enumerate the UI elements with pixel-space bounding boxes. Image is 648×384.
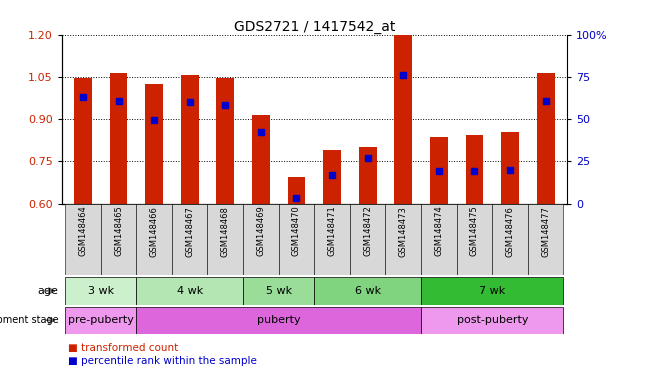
Bar	[350, 204, 386, 275]
Text: GSM148468: GSM148468	[221, 206, 230, 257]
Bar	[181, 75, 198, 204]
Text: development stage: development stage	[0, 315, 58, 325]
Bar	[243, 277, 314, 305]
Text: GSM148476: GSM148476	[505, 206, 515, 257]
Bar	[314, 277, 421, 305]
Text: ■ percentile rank within the sample: ■ percentile rank within the sample	[68, 356, 257, 366]
Bar	[65, 307, 136, 334]
Text: GSM148466: GSM148466	[150, 206, 159, 257]
Bar	[314, 204, 350, 275]
Text: age: age	[38, 286, 58, 296]
Bar	[323, 150, 341, 204]
Text: GSM148475: GSM148475	[470, 206, 479, 257]
Bar	[465, 134, 483, 204]
Text: GSM148472: GSM148472	[363, 206, 372, 257]
Bar	[100, 204, 136, 275]
Bar	[145, 84, 163, 204]
Bar	[65, 204, 100, 275]
Bar	[65, 277, 136, 305]
Text: puberty: puberty	[257, 315, 301, 325]
Bar	[216, 78, 234, 204]
Bar	[136, 277, 243, 305]
Bar	[386, 204, 421, 275]
Title: GDS2721 / 1417542_at: GDS2721 / 1417542_at	[233, 20, 395, 33]
Text: GSM148477: GSM148477	[541, 206, 550, 257]
Bar	[430, 137, 448, 204]
Text: GSM148467: GSM148467	[185, 206, 194, 257]
Bar	[492, 204, 528, 275]
Text: 6 wk: 6 wk	[354, 286, 381, 296]
Text: GSM148474: GSM148474	[434, 206, 443, 257]
Bar	[537, 73, 555, 204]
Text: post-puberty: post-puberty	[456, 315, 528, 325]
Bar	[136, 204, 172, 275]
Text: GSM148473: GSM148473	[399, 206, 408, 257]
Bar	[136, 307, 421, 334]
Bar	[457, 204, 492, 275]
Text: ■ transformed count: ■ transformed count	[68, 343, 178, 353]
Bar	[359, 147, 376, 204]
Bar	[207, 204, 243, 275]
Bar	[421, 307, 564, 334]
Bar	[421, 204, 457, 275]
Bar	[172, 204, 207, 275]
Text: GSM148471: GSM148471	[328, 206, 336, 257]
Text: GSM148464: GSM148464	[78, 206, 87, 257]
Text: 7 wk: 7 wk	[479, 286, 505, 296]
Bar	[288, 177, 305, 204]
Text: GSM148465: GSM148465	[114, 206, 123, 257]
Bar	[110, 73, 128, 204]
Text: 5 wk: 5 wk	[266, 286, 292, 296]
Text: 3 wk: 3 wk	[87, 286, 114, 296]
Bar	[395, 33, 412, 204]
Bar	[252, 115, 270, 204]
Bar	[74, 78, 92, 204]
Text: 4 wk: 4 wk	[176, 286, 203, 296]
Bar	[501, 132, 519, 204]
Bar	[279, 204, 314, 275]
Text: pre-puberty: pre-puberty	[68, 315, 133, 325]
Text: GSM148469: GSM148469	[257, 206, 266, 257]
Bar	[421, 277, 564, 305]
Text: GSM148470: GSM148470	[292, 206, 301, 257]
Bar	[243, 204, 279, 275]
Bar	[528, 204, 564, 275]
